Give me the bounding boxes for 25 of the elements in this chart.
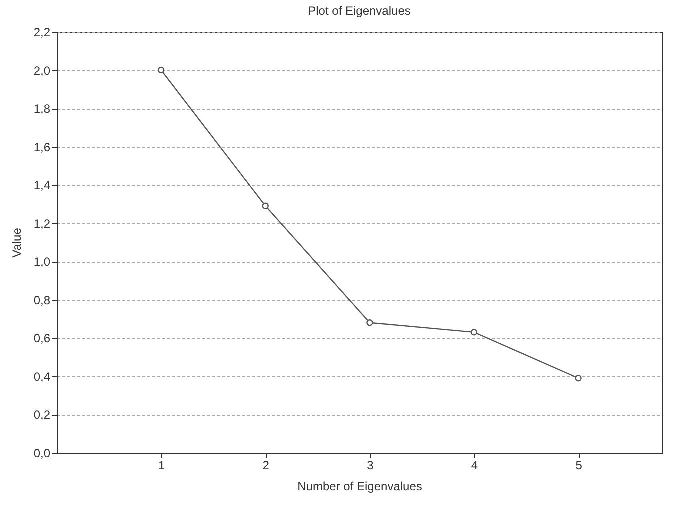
y-axis-title: Value [10, 228, 24, 258]
point [366, 320, 374, 326]
point [262, 202, 269, 210]
y-tick-label: 0,2 [34, 408, 51, 422]
x-tick-label: 5 [576, 458, 583, 472]
y-tick-label: 1,8 [34, 102, 51, 116]
x-tick-label: 2 [262, 458, 270, 472]
y-tick-label: 0,0 [34, 446, 51, 460]
y-tick-label: 1,2 [34, 216, 51, 231]
chart-title: Plot of Eigenvalues [308, 4, 411, 18]
point [470, 329, 478, 336]
x-tick-label: 4 [471, 458, 478, 472]
y-tick-label: 1,4 [34, 178, 51, 193]
y-tick-label: 2,0 [34, 64, 51, 78]
y-tick-label: 0,6 [34, 332, 51, 346]
point [158, 66, 165, 74]
y-tick-label: 1,6 [34, 140, 51, 154]
x-tick-label: 3 [367, 458, 374, 472]
y-tick-label: 1,0 [34, 255, 51, 270]
x-axis-title: Number of Eigenvalues [298, 480, 422, 494]
y-tick-label: 0,8 [34, 293, 51, 308]
point [575, 375, 582, 382]
y-tick-label: 2,2 [34, 26, 51, 40]
y-tick-label: 0,4 [34, 370, 51, 384]
x-tick-label: 1 [158, 458, 166, 472]
